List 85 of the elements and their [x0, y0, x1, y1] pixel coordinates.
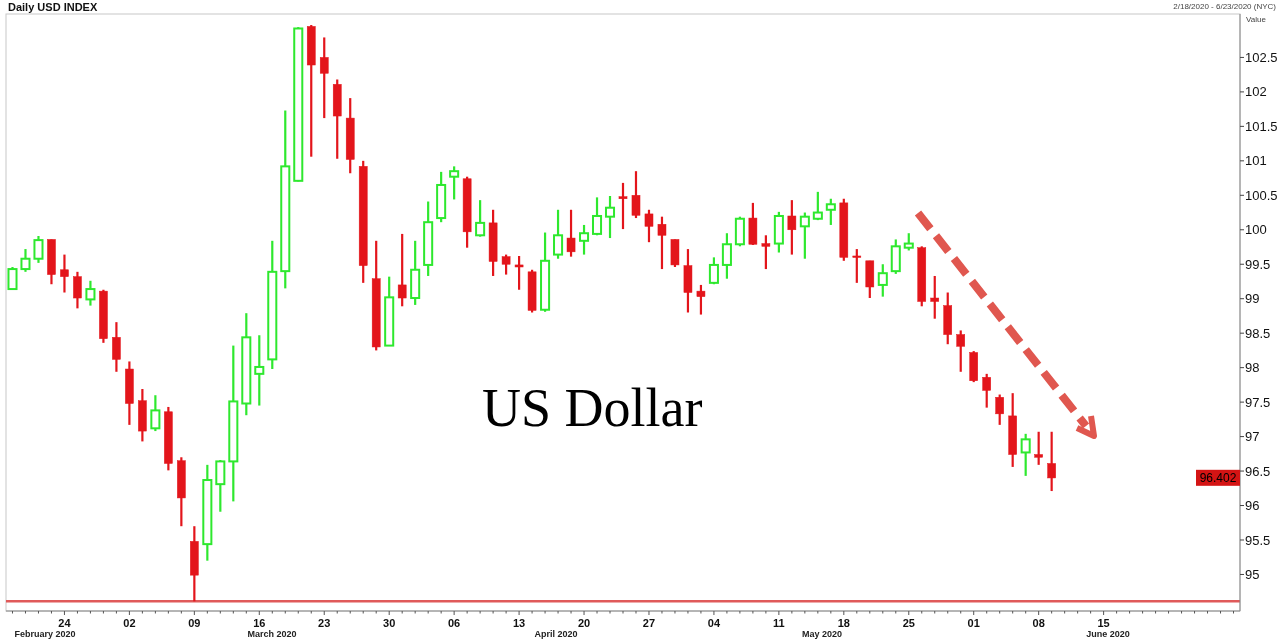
x-tick-label: 11	[773, 617, 785, 629]
candlestick	[397, 232, 407, 308]
candlestick	[604, 194, 616, 240]
candlestick	[85, 279, 96, 307]
x-tick-label: 16	[253, 617, 266, 629]
annotation: US Dollar	[481, 377, 703, 438]
x-tick-label: 25	[902, 617, 915, 629]
y-tick-label: 100.5	[1245, 187, 1278, 203]
candlestick	[812, 190, 823, 222]
annotation: 96.402	[1199, 471, 1237, 486]
y-tick-label: 102	[1245, 84, 1267, 100]
candlestick	[708, 256, 719, 286]
x-tick-label: 01	[967, 617, 980, 629]
y-tick-label: 101	[1245, 153, 1267, 169]
y-tick-label: 97	[1245, 429, 1260, 445]
candlestick	[982, 372, 991, 409]
candlestick	[631, 170, 641, 220]
x-tick-label: 09	[188, 617, 201, 629]
x-tick-label: 24	[58, 617, 72, 629]
y-tick-label: 99.5	[1245, 256, 1271, 272]
x-tick-label: 23	[318, 617, 331, 629]
candlestick	[657, 215, 667, 271]
candlestick	[215, 458, 226, 513]
candlestick	[514, 254, 524, 291]
candlestick	[930, 274, 940, 320]
chart-subtitle: 2/18/2020 - 6/23/2020 (NYC)	[1173, 2, 1277, 11]
candlestick	[721, 232, 732, 280]
candlestick	[1020, 432, 1031, 477]
y-tick-label: 98.5	[1245, 325, 1271, 341]
x-tick-label: 30	[383, 617, 396, 629]
candlestick	[618, 181, 628, 231]
y-tick-label: 96.5	[1245, 463, 1271, 479]
candlestick	[696, 283, 706, 316]
candlestick	[254, 334, 265, 407]
candlestick	[591, 196, 603, 237]
text: March 2020	[247, 629, 297, 639]
candlestick	[956, 329, 965, 373]
candlestick	[1047, 430, 1056, 493]
candlestick	[150, 394, 161, 433]
candlestick	[566, 208, 576, 258]
candlestick	[60, 253, 69, 294]
candlestick	[449, 165, 460, 201]
y-tick-label: 95	[1245, 567, 1260, 583]
text: April 2020	[534, 629, 578, 639]
candlestick	[319, 36, 329, 120]
x-tick-label: 02	[123, 617, 136, 629]
candlestick	[1034, 430, 1043, 466]
candlestick	[799, 211, 810, 260]
candlestick	[995, 393, 1004, 426]
x-tick-label: 13	[512, 617, 526, 629]
y-tick-label: 98	[1245, 360, 1260, 376]
x-tick-label: 18	[837, 617, 850, 629]
candlestick	[33, 234, 44, 264]
candlestick	[644, 208, 654, 244]
y-tick-label: 102.5	[1245, 49, 1278, 65]
candlestick	[852, 247, 862, 284]
chart-title: Daily USD INDEX	[8, 1, 98, 13]
text: May 2020	[801, 629, 843, 639]
candlestick	[761, 234, 771, 271]
candlestick	[877, 263, 888, 298]
text: February 2020	[14, 629, 76, 639]
x-tick-label: 15	[1097, 617, 1110, 629]
x-tick-label: 20	[577, 617, 591, 629]
y-tick-label: 95.5	[1245, 532, 1271, 548]
y-axis-title: Value	[1246, 15, 1267, 24]
x-tick-label: 08	[1032, 617, 1045, 629]
candlestick	[73, 270, 82, 310]
y-tick-label: 101.5	[1245, 118, 1278, 134]
candlestick	[501, 253, 511, 276]
candlestick	[20, 247, 31, 273]
candlestick	[825, 197, 836, 227]
candlestick	[7, 265, 18, 291]
candlestick	[553, 208, 564, 260]
x-tick-label: 04	[707, 617, 721, 629]
y-tick-label: 96	[1245, 498, 1260, 514]
text: June 2020	[1086, 629, 1130, 639]
candlestick	[112, 321, 121, 373]
y-tick-label: 99	[1245, 291, 1260, 307]
y-tick-label: 100	[1245, 222, 1267, 238]
candlestick	[787, 199, 797, 256]
candlestick	[475, 199, 486, 238]
x-tick-label: 06	[448, 617, 461, 629]
y-tick-label: 97.5	[1245, 394, 1271, 410]
candlestick	[579, 223, 590, 256]
x-tick-label: 27	[642, 617, 656, 629]
